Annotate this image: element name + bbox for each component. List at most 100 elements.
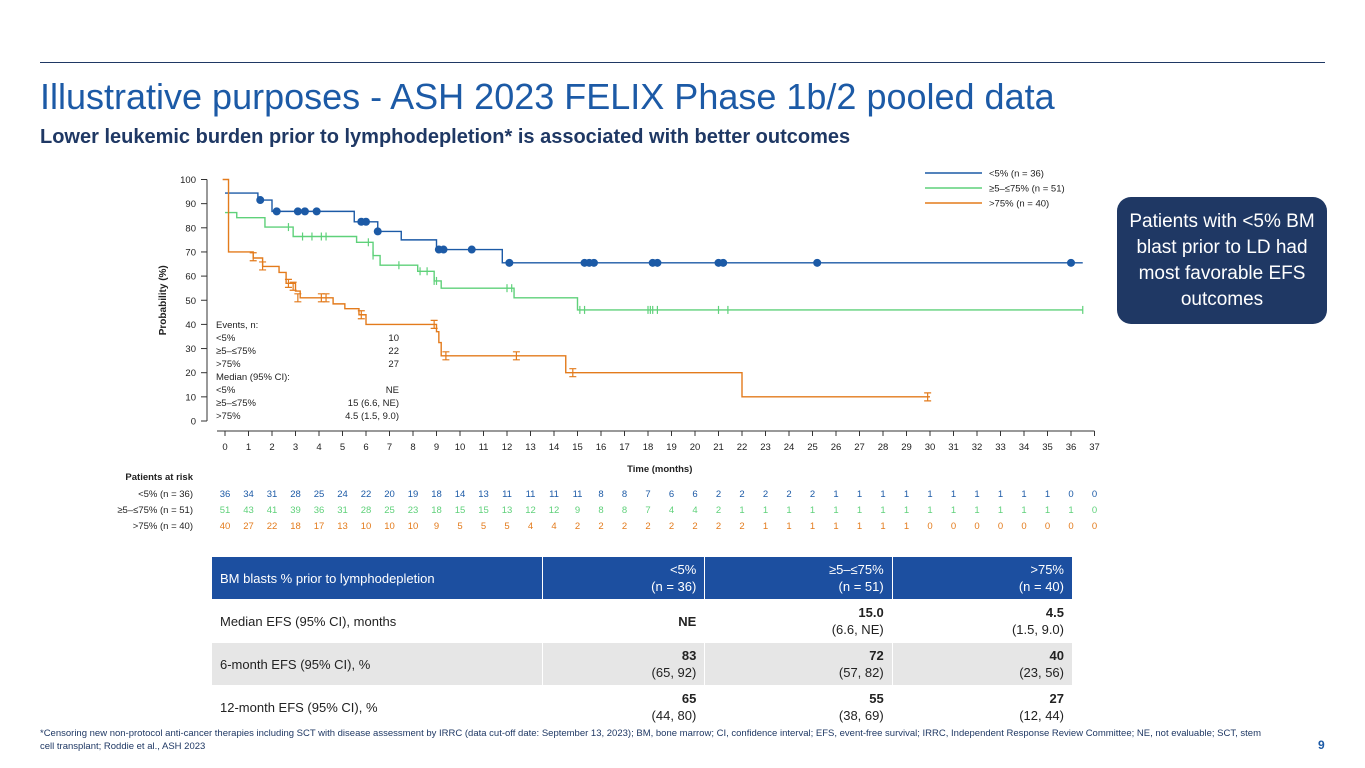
- x-tick-label: 9: [434, 442, 439, 453]
- at-risk-value-lt5: 18: [431, 489, 442, 500]
- censor-mark-lt5: [312, 207, 321, 216]
- table-cell: 72 (57, 82): [704, 642, 893, 686]
- at-risk-value-gt75: 4: [528, 521, 533, 532]
- annotation-value: 15 (6.6, NE): [348, 398, 399, 409]
- at-risk-value-gt75: 2: [692, 521, 697, 532]
- at-risk-value-lt5: 2: [763, 489, 768, 500]
- at-risk-value-gt75: 10: [384, 521, 395, 532]
- x-tick-label: 7: [387, 442, 392, 453]
- x-tick-label: 12: [502, 442, 513, 453]
- x-tick-label: 23: [760, 442, 771, 453]
- x-tick-label: 26: [831, 442, 842, 453]
- at-risk-value-mid: 0: [1092, 505, 1097, 516]
- errorbar-mark-gt75: [322, 293, 330, 303]
- row-label: Median EFS (95% CI), months: [211, 599, 543, 643]
- x-tick-label: 34: [1019, 442, 1030, 453]
- at-risk-value-gt75: 1: [880, 521, 885, 532]
- at-risk-value-lt5: 11: [502, 489, 512, 500]
- censor-mark-lt5: [813, 258, 822, 267]
- at-risk-value-lt5: 0: [1092, 489, 1097, 500]
- at-risk-value-lt5: 1: [904, 489, 909, 500]
- at-risk-value-lt5: 1: [1045, 489, 1050, 500]
- at-risk-value-lt5: 8: [598, 489, 603, 500]
- errorbar-mark-gt75: [512, 351, 520, 361]
- at-risk-value-gt75: 13: [337, 521, 348, 532]
- at-risk-value-mid: 1: [833, 505, 838, 516]
- at-risk-row-label: >75% (n = 40): [133, 521, 193, 532]
- at-risk-value-mid: 1: [1021, 505, 1026, 516]
- annotation-label: ≥5–≤75%: [216, 398, 257, 409]
- x-tick-label: 27: [854, 442, 865, 453]
- censor-mark-lt5: [653, 258, 662, 267]
- annotation-value: 4.5 (1.5, 9.0): [345, 411, 399, 422]
- y-tick-label: 50: [185, 296, 196, 307]
- at-risk-value-lt5: 1: [857, 489, 862, 500]
- annotation-label: ≥5–≤75%: [216, 346, 257, 357]
- y-tick-label: 70: [185, 247, 196, 258]
- errorbar-mark-gt75: [430, 319, 438, 329]
- at-risk-value-lt5: 1: [1021, 489, 1026, 500]
- at-risk-value-lt5: 1: [951, 489, 956, 500]
- x-tick-label: 37: [1089, 442, 1100, 453]
- errorbar-mark-gt75: [259, 261, 267, 271]
- at-risk-value-mid: 1: [810, 505, 815, 516]
- x-tick-label: 3: [293, 442, 298, 453]
- at-risk-value-gt75: 0: [1045, 521, 1050, 532]
- y-tick-label: 80: [185, 223, 196, 234]
- at-risk-value-mid: 39: [290, 505, 301, 516]
- at-risk-value-gt75: 5: [457, 521, 462, 532]
- x-tick-label: 8: [410, 442, 415, 453]
- x-axis-label: Time (months): [627, 464, 692, 475]
- at-risk-value-lt5: 8: [622, 489, 627, 500]
- censor-mark-lt5: [719, 258, 728, 267]
- at-risk-value-gt75: 1: [833, 521, 838, 532]
- at-risk-value-mid: 1: [857, 505, 862, 516]
- x-tick-label: 33: [995, 442, 1006, 453]
- errorbar-mark-gt75: [357, 310, 365, 320]
- errorbar-mark-gt75: [284, 278, 292, 288]
- table-cell: 15.0 (6.6, NE): [704, 599, 893, 643]
- table-cell: 65 (44, 80): [541, 685, 706, 729]
- table-row: Median EFS (95% CI), months NE 15.0 (6.6,…: [211, 599, 1074, 643]
- at-risk-value-mid: 1: [739, 505, 744, 516]
- footnote: *Censoring new non-protocol anti-cancer …: [40, 728, 1261, 752]
- at-risk-value-lt5: 28: [290, 489, 301, 500]
- at-risk-value-mid: 9: [575, 505, 580, 516]
- censor-mark-lt5: [362, 217, 370, 226]
- at-risk-value-mid: 2: [716, 505, 721, 516]
- at-risk-value-gt75: 0: [974, 521, 979, 532]
- at-risk-value-mid: 7: [645, 505, 650, 516]
- y-tick-label: 10: [185, 392, 196, 403]
- at-risk-value-lt5: 6: [669, 489, 674, 500]
- at-risk-value-gt75: 0: [1021, 521, 1026, 532]
- at-risk-value-gt75: 22: [267, 521, 278, 532]
- at-risk-value-gt75: 0: [951, 521, 956, 532]
- at-risk-value-gt75: 40: [220, 521, 231, 532]
- at-risk-value-mid: 1: [974, 505, 979, 516]
- annotation-label: <5%: [216, 385, 236, 396]
- at-risk-value-mid: 28: [361, 505, 372, 516]
- y-axis-label: Probability (%): [158, 265, 169, 335]
- errorbar-mark-gt75: [249, 252, 257, 262]
- at-risk-value-lt5: 2: [786, 489, 791, 500]
- y-tick-label: 60: [185, 272, 196, 283]
- legend-label-gt75: >75% (n = 40): [989, 199, 1049, 210]
- table-header-col: <5% (n = 36): [541, 556, 706, 600]
- at-risk-value-gt75: 1: [857, 521, 862, 532]
- x-tick-label: 20: [690, 442, 701, 453]
- at-risk-value-lt5: 2: [739, 489, 744, 500]
- km-curve-mid: [225, 211, 1083, 311]
- errorbar-mark-gt75: [289, 281, 297, 291]
- table-cell: 83 (65, 92): [541, 642, 706, 686]
- y-tick-label: 0: [191, 417, 196, 428]
- x-tick-label: 4: [316, 442, 321, 453]
- km-curve-gt75: [222, 178, 930, 398]
- errorbar-mark-gt75: [569, 368, 577, 378]
- at-risk-value-gt75: 5: [504, 521, 509, 532]
- table-cell: 40 (23, 56): [891, 642, 1074, 686]
- at-risk-value-gt75: 2: [645, 521, 650, 532]
- censor-mark-lt5: [439, 245, 448, 254]
- at-risk-value-lt5: 1: [974, 489, 979, 500]
- at-risk-value-mid: 23: [408, 505, 419, 516]
